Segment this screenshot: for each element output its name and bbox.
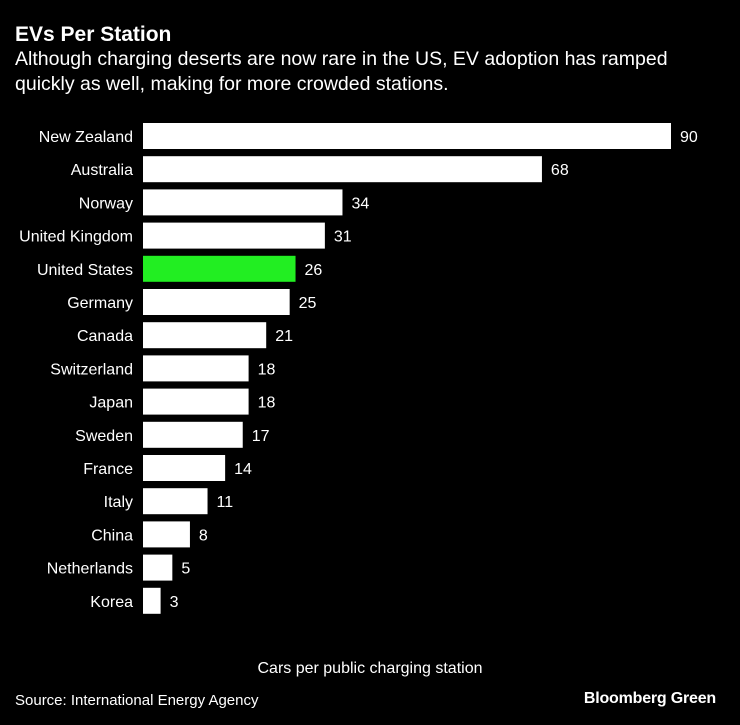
bar-australia: [143, 156, 542, 183]
value-label-korea: 3: [170, 594, 179, 611]
value-label-france: 14: [234, 461, 252, 478]
bar-italy: [143, 488, 208, 515]
value-label-japan: 18: [258, 395, 276, 412]
source-note: Source: International Energy Agency: [15, 692, 259, 709]
value-label-united-kingdom: 31: [334, 229, 352, 246]
value-label-netherlands: 5: [181, 561, 190, 578]
bar-sweden: [143, 421, 243, 448]
category-label-canada: Canada: [77, 328, 133, 345]
category-label-united-kingdom: United Kingdom: [19, 229, 133, 246]
bar-germany: [143, 289, 290, 315]
value-label-switzerland: 18: [258, 361, 276, 378]
value-label-norway: 34: [351, 195, 369, 212]
category-label-germany: Germany: [67, 295, 133, 312]
value-label-new-zealand: 90: [680, 129, 698, 146]
value-label-italy: 11: [217, 494, 234, 511]
bar-canada: [143, 322, 267, 349]
bar-united-kingdom: [143, 222, 325, 249]
value-label-china: 8: [199, 527, 208, 544]
brand-logo: Bloomberg Green: [583, 690, 716, 707]
bar-switzerland: [143, 355, 249, 382]
bar-france: [143, 455, 226, 481]
category-label-china: China: [91, 527, 133, 544]
category-label-norway: Norway: [79, 195, 133, 212]
category-label-australia: Australia: [71, 162, 133, 179]
category-label-switzerland: Switzerland: [50, 361, 133, 378]
chart-subtitle: Although charging deserts are now rare i…: [15, 48, 668, 95]
category-label-korea: Korea: [90, 594, 133, 611]
x-axis-label: Cars per public charging station: [257, 660, 483, 677]
bar-norway: [143, 189, 343, 216]
category-label-netherlands: Netherlands: [47, 561, 133, 578]
bar-korea: [143, 587, 161, 614]
value-label-canada: 21: [275, 328, 293, 345]
category-label-united-states: United States: [37, 262, 133, 279]
value-label-united-states: 26: [305, 262, 323, 279]
category-label-france: France: [83, 461, 133, 478]
category-label-sweden: Sweden: [75, 428, 133, 445]
bar-united-states: [143, 255, 296, 282]
value-label-germany: 25: [299, 295, 317, 312]
category-label-italy: Italy: [104, 494, 133, 511]
value-label-australia: 68: [551, 162, 569, 179]
bar-china: [143, 521, 190, 548]
category-label-japan: Japan: [89, 395, 133, 412]
category-label-new-zealand: New Zealand: [39, 129, 133, 146]
bar-japan: [143, 388, 249, 415]
value-label-sweden: 17: [252, 428, 270, 445]
chart-title: EVs Per Station: [15, 23, 172, 46]
bar-new-zealand: [143, 123, 671, 149]
bar-netherlands: [143, 554, 173, 581]
